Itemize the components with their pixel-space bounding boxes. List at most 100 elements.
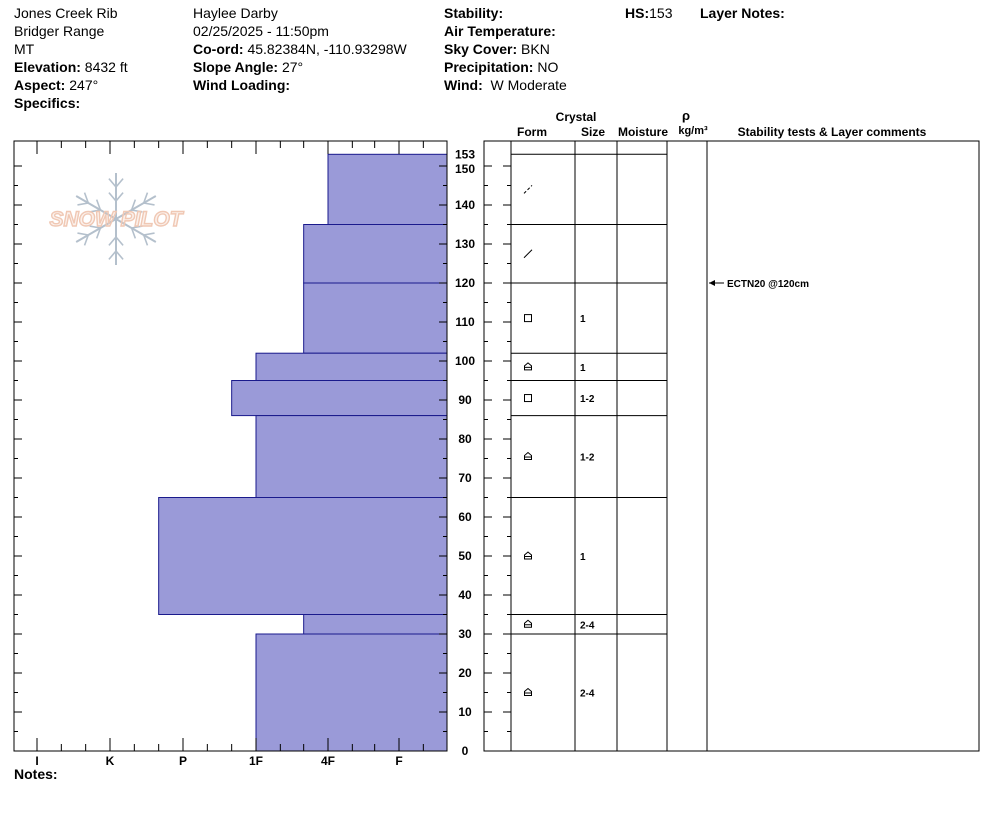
stability-test-arrowhead <box>709 280 715 286</box>
elevation-value: 8432 ft <box>84 59 128 75</box>
height-tick-label: 153 <box>455 147 475 161</box>
profile-frame <box>13 140 448 752</box>
hardness-tick-label: K <box>106 754 115 768</box>
flake-arm <box>115 218 157 243</box>
state: MT <box>14 41 35 57</box>
specifics-row: Specifics: <box>14 94 128 112</box>
flake-branch <box>130 199 137 211</box>
wind-value: W Moderate <box>490 77 567 93</box>
logo-text: SNOW PILOT <box>50 208 185 231</box>
table-column-lines <box>510 141 708 751</box>
rho-header: ρ <box>682 108 690 123</box>
flake-arm <box>115 195 157 220</box>
flake-branch <box>77 202 89 206</box>
height-tick-label: 70 <box>458 471 472 485</box>
flake-branch <box>83 234 90 246</box>
flake-branch <box>108 192 117 202</box>
hs-value: 153 <box>649 5 673 21</box>
density-unit-header: kg/m³ <box>678 125 708 137</box>
column-headers: Crystal Form Size Moisture ρ kg/m³ Stabi… <box>517 108 927 139</box>
flake-branch <box>108 178 117 188</box>
stability-row: Stability: <box>444 4 567 22</box>
height-tick-label: 140 <box>455 198 475 212</box>
range: Bridger Range <box>14 23 105 39</box>
layer-table-rows: 1 1 1-2 1-2 1 2-4 2-4 <box>511 153 667 700</box>
air-temp-label: Air Temperature: <box>444 23 556 39</box>
stability-test-annotations: ECTN20 @120cm <box>709 279 809 290</box>
depth-hoar-icon <box>524 362 532 371</box>
observer: Haylee Darby <box>193 5 278 21</box>
flake-branch <box>143 202 155 206</box>
hardness-layer-bar <box>303 282 448 354</box>
wind-loading-row: Wind Loading: <box>193 76 407 94</box>
height-tick-label: 80 <box>458 432 472 446</box>
crystal-size-label: 1 <box>580 552 586 563</box>
slope-label: Slope Angle: <box>193 59 279 75</box>
height-tick-label: 40 <box>458 588 472 602</box>
hardness-layers <box>158 153 448 752</box>
coord-label: Co-ord: <box>193 41 244 57</box>
precip-label: Precipitation: <box>444 59 534 75</box>
hs-label: HS: <box>625 5 650 21</box>
depth-hoar-icon <box>524 619 532 628</box>
crystal-size-label: 1 <box>580 363 586 374</box>
flake-arm <box>75 218 117 243</box>
stability-test-label: ECTN20 @120cm <box>727 279 809 290</box>
aspect-row: Aspect: 247° <box>14 76 128 94</box>
flake-branch <box>108 236 117 246</box>
decomposing-fragment-icon <box>523 185 533 194</box>
slope-row: Slope Angle: 27° <box>193 58 407 76</box>
hardness-layer-bar <box>303 224 448 284</box>
elevation-label: Elevation: <box>14 59 81 75</box>
flake-branch <box>77 232 89 236</box>
depth-hoar-icon <box>524 551 532 560</box>
comments-header: Stability tests & Layer comments <box>738 125 927 139</box>
snowflake-icon <box>75 173 157 265</box>
hardness-layer-bar <box>327 153 448 225</box>
faceted-crystal-icon <box>524 314 532 323</box>
hardness-layer-bar <box>231 380 448 417</box>
height-tick-label: 130 <box>455 237 475 251</box>
crystal-size-label: 2-4 <box>580 689 595 700</box>
hardness-layer-bar <box>255 633 448 752</box>
hardness-layer-bar <box>158 497 448 615</box>
notes-row: Notes: <box>14 765 58 783</box>
height-tick-label: 20 <box>458 666 472 680</box>
flake-branch <box>108 250 117 260</box>
aspect-label: Aspect: <box>14 77 66 93</box>
flake-branch <box>83 192 90 204</box>
moisture-header: Moisture <box>618 125 668 139</box>
height-tick-label: 50 <box>458 549 472 563</box>
flake-branch <box>95 227 102 239</box>
snowpilot-logo: SNOW PILOT <box>49 173 185 265</box>
hardness-layer-bar <box>255 352 448 382</box>
form-header: Form <box>517 125 547 139</box>
height-tick-label: 30 <box>458 627 472 641</box>
flake-arm <box>75 195 117 220</box>
faceted-crystal-icon <box>524 394 532 403</box>
flake-branch <box>115 250 124 260</box>
location: Jones Creek Rib <box>14 5 118 21</box>
flake-branch <box>142 234 149 246</box>
wind-row: Wind: W Moderate <box>444 76 567 94</box>
flake-branch <box>95 199 102 211</box>
hardness-tick-label: F <box>395 754 402 768</box>
layer-notes-label: Layer Notes: <box>700 5 785 21</box>
height-tick-label: 120 <box>455 276 475 290</box>
flake-branch <box>142 192 149 204</box>
aspect-value: 247° <box>69 77 99 93</box>
elevation-row: Elevation: 8432 ft <box>14 58 128 76</box>
sky-value: BKN <box>521 41 550 57</box>
coord-value: 45.82384N, -110.93298W <box>247 41 407 57</box>
flake-branch <box>89 225 101 229</box>
flake-branch <box>115 192 124 202</box>
crystal-size-label: 1 <box>580 314 586 325</box>
precip-particle-icon <box>523 249 533 259</box>
height-tick-label: 0 <box>462 744 469 758</box>
layer-notes-row: Layer Notes: <box>700 4 785 22</box>
hardness-tick-label: 1F <box>249 754 263 768</box>
crystal-size-label: 2-4 <box>580 620 595 631</box>
precip-value: NO <box>537 59 559 75</box>
flake-branch <box>89 209 101 213</box>
